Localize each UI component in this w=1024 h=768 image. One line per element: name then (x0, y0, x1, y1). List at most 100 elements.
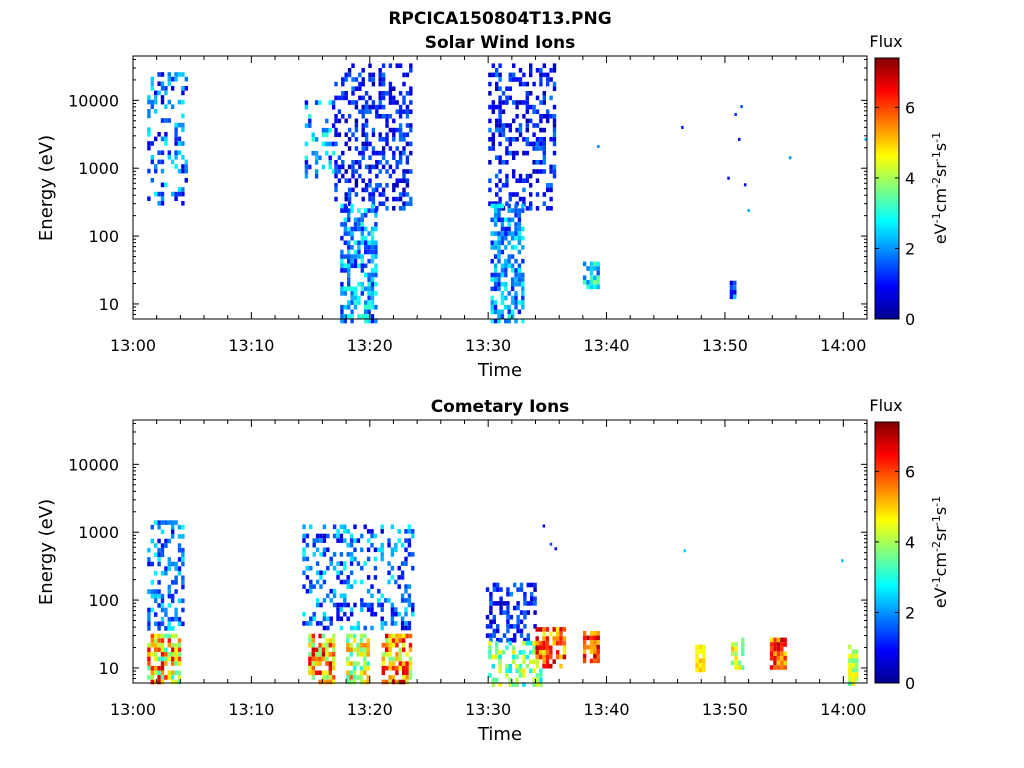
heatmap-cell (150, 76, 154, 82)
heatmap-cell (729, 294, 734, 300)
heatmap-cell (381, 95, 386, 101)
heatmap-cell (411, 529, 415, 534)
heatmap-cell (154, 589, 158, 594)
heatmap-cell (381, 77, 386, 82)
heatmap-cell (181, 122, 185, 128)
heatmap-cell (350, 286, 354, 292)
heatmap-cell (496, 582, 500, 588)
heatmap-cell (164, 566, 168, 571)
heatmap-cell (364, 91, 369, 96)
heatmap-cell (181, 557, 185, 562)
heatmap-cell (171, 159, 175, 165)
heatmap-cell (512, 137, 516, 142)
heatmap-cell (552, 81, 557, 87)
heatmap-cell (356, 647, 360, 653)
heatmap-cell (505, 146, 509, 151)
heatmap-cell (302, 547, 306, 553)
heatmap-cell (493, 304, 498, 310)
heatmap-cell (498, 95, 502, 101)
heatmap-cell (366, 647, 370, 653)
heatmap-cell (314, 173, 319, 179)
heatmap-cell (367, 295, 371, 301)
heatmap-cell (360, 231, 364, 236)
heatmap-cell (328, 160, 332, 165)
heatmap-cell (328, 100, 332, 105)
heatmap-cell (339, 607, 344, 612)
heatmap-cell (506, 637, 510, 643)
heatmap-cell (510, 254, 515, 259)
heatmap-cell (405, 665, 409, 671)
heatmap-cell (181, 90, 185, 96)
heatmap-cell (326, 565, 330, 571)
heatmap-cell (496, 637, 500, 643)
heatmap-cell (491, 100, 495, 105)
heatmap-cell (559, 663, 563, 669)
heatmap-cell (385, 132, 389, 137)
heatmap-cell (184, 178, 188, 183)
heatmap-cell (344, 169, 348, 174)
heatmap-cell (493, 254, 498, 259)
heatmap-cell (532, 645, 536, 651)
heatmap-cell (734, 660, 738, 666)
heatmap-cell (388, 164, 393, 170)
heatmap-cell (370, 272, 375, 278)
heatmap-cell (593, 280, 597, 285)
heatmap-cell (147, 621, 151, 627)
heatmap-cell (174, 561, 178, 567)
heatmap-cell (340, 222, 344, 227)
heatmap-cell (147, 647, 151, 653)
heatmap-cell (344, 95, 348, 101)
heatmap-cell (351, 86, 355, 91)
heatmap-cell (525, 640, 529, 646)
heatmap-cell (398, 206, 403, 211)
heatmap-cell (493, 212, 498, 218)
heatmap-cell (498, 668, 502, 674)
heatmap-cell (405, 178, 410, 183)
heatmap-cell (363, 561, 367, 566)
heatmap-cell (160, 547, 165, 553)
heatmap-cell (514, 203, 518, 209)
heatmap-cell (769, 637, 774, 643)
heatmap-cell (491, 109, 495, 114)
heatmap-cell (174, 191, 178, 197)
heatmap-cell (780, 642, 784, 647)
heatmap-cell (542, 636, 546, 641)
heatmap-cell (516, 605, 520, 611)
heatmap-cell (506, 614, 510, 620)
heatmap-cell (504, 217, 508, 223)
heatmap-cell (504, 226, 508, 232)
heatmap-cell (521, 245, 525, 250)
heatmap-cell (304, 169, 309, 174)
heatmap-cell (741, 646, 745, 652)
heatmap-cell (490, 300, 494, 305)
heatmap-cell (525, 206, 529, 211)
heatmap-cell (405, 633, 409, 639)
heatmap-cell (391, 665, 396, 671)
heatmap-cell (366, 661, 370, 666)
heatmap-cell (516, 628, 520, 634)
heatmap-cell (184, 159, 188, 165)
heatmap-cell (552, 68, 557, 73)
heatmap-cell (322, 625, 327, 631)
heatmap-cell (493, 281, 498, 287)
heatmap-cell (322, 579, 327, 585)
heatmap-cell (174, 607, 178, 613)
heatmap-cell (336, 538, 340, 543)
heatmap-cell (525, 150, 529, 156)
heatmap-cell (506, 601, 510, 606)
heatmap-cell (400, 593, 405, 599)
heatmap-cell (507, 318, 511, 324)
heatmap-cell (402, 178, 406, 183)
heatmap-cell (374, 254, 378, 259)
heatmap-cell (552, 164, 557, 170)
heatmap-cell (388, 642, 392, 648)
heatmap-cell (549, 164, 553, 170)
heatmap-cell (150, 652, 154, 657)
heatmap-cell (343, 314, 347, 319)
heatmap-cell (405, 675, 409, 680)
heatmap-cell (347, 277, 351, 282)
heatmap-cell (589, 644, 594, 650)
heatmap-cell (174, 76, 178, 82)
heatmap-cell (404, 584, 408, 589)
